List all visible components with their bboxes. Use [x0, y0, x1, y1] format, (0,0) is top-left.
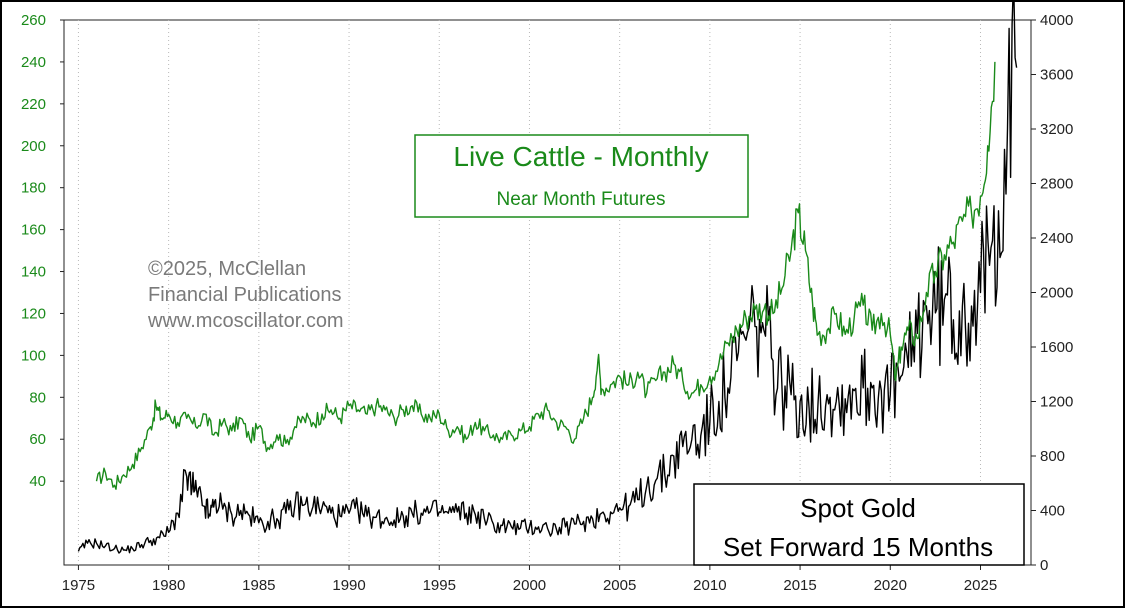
left-tick-label: 60 [29, 431, 46, 448]
plot-frame [63, 19, 1032, 566]
x-tick-label: 1995 [423, 577, 456, 594]
right-tick-label: 2800 [1040, 176, 1073, 193]
right-tick-label: 3600 [1040, 67, 1073, 84]
right-tick-label: 2400 [1040, 230, 1073, 247]
left-tick-label: 220 [21, 96, 46, 113]
x-tick-label: 2010 [693, 577, 726, 594]
x-tick-label: 2020 [874, 577, 907, 594]
gold-subtitle: Set Forward 15 Months [723, 532, 993, 562]
series-line-spot-gold [77, 0, 1018, 554]
x-tick-label: 1980 [152, 577, 185, 594]
right-tick-label: 1600 [1040, 339, 1073, 356]
copyright-block: ©2025, McClellan Financial Publications … [147, 258, 344, 332]
title-box-frame [414, 134, 749, 218]
gold-label-box: Spot Gold Set Forward 15 Months [693, 483, 1025, 566]
title-box: Live Cattle - Monthly Near Month Futures [414, 134, 749, 218]
left-tick-label: 40 [29, 473, 46, 490]
left-tick-label: 80 [29, 389, 46, 406]
left-tick-label: 200 [21, 138, 46, 155]
left-tick-label: 100 [21, 347, 46, 364]
left-tick-label: 160 [21, 222, 46, 239]
right-tick-label: 3200 [1040, 121, 1073, 138]
x-tick-label: 1990 [332, 577, 365, 594]
left-tick-label: 140 [21, 264, 46, 281]
copyright-line-3: www.mcoscillator.com [147, 310, 344, 332]
series-line-live-cattle [95, 61, 996, 490]
gold-label-frame [693, 483, 1025, 566]
right-tick-label: 4000 [1040, 12, 1073, 29]
right-tick-label: 0 [1040, 557, 1048, 574]
copyright-line-2: Financial Publications [148, 284, 341, 306]
right-axis-ticks: 0 400 800 1200 1600 2000 2400 2800 3200 3600 4000 [1031, 12, 1073, 574]
right-tick-label: 1200 [1040, 394, 1073, 411]
x-tick-label: 1975 [62, 577, 95, 594]
x-tick-label: 2005 [603, 577, 636, 594]
right-tick-label: 400 [1040, 503, 1065, 520]
copyright-line-1: ©2025, McClellan [148, 258, 306, 280]
left-tick-label: 120 [21, 305, 46, 322]
chart-subtitle: Near Month Futures [497, 189, 666, 210]
gold-title: Spot Gold [800, 493, 916, 523]
x-tick-label: 2025 [964, 577, 997, 594]
left-axis-ticks: 40 60 80 100 120 140 160 180 200 220 240 260 [21, 12, 64, 490]
x-axis-ticks: 1975 1980 1985 1990 1995 2000 2005 2010 2015 2020… [62, 565, 997, 594]
x-tick-label: 1985 [242, 577, 275, 594]
left-tick-label: 180 [21, 180, 46, 197]
right-tick-label: 800 [1040, 448, 1065, 465]
left-tick-label: 260 [21, 12, 46, 29]
chart-title: Live Cattle - Monthly [453, 141, 708, 172]
right-tick-label: 2000 [1040, 285, 1073, 302]
x-tick-label: 2000 [513, 577, 546, 594]
left-tick-label: 240 [21, 54, 46, 71]
x-tick-label: 2015 [783, 577, 816, 594]
